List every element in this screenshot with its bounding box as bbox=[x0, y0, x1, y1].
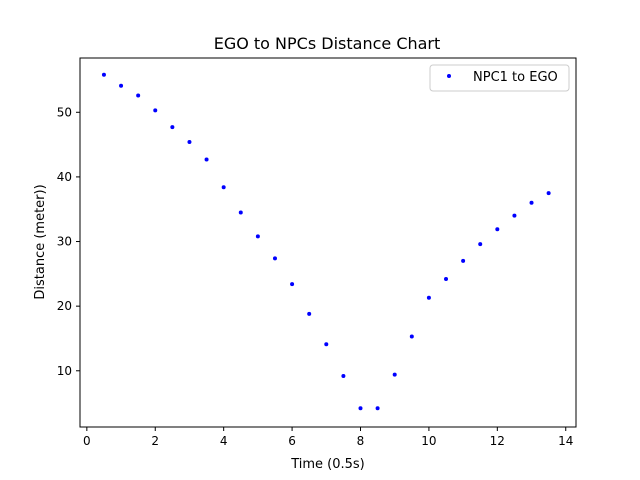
x-tick-label: 2 bbox=[151, 434, 159, 448]
chart-title: EGO to NPCs Distance Chart bbox=[214, 34, 441, 53]
data-point bbox=[392, 372, 397, 377]
y-axis-label: Distance (meter)) bbox=[33, 184, 48, 299]
data-point bbox=[529, 200, 534, 205]
data-point bbox=[204, 157, 209, 162]
data-point bbox=[375, 406, 380, 411]
x-tick-label: 4 bbox=[220, 434, 228, 448]
legend-marker bbox=[447, 74, 451, 78]
data-point bbox=[153, 108, 158, 113]
x-tick-label: 6 bbox=[288, 434, 296, 448]
x-tick-label: 0 bbox=[83, 434, 91, 448]
data-point bbox=[119, 83, 124, 88]
y-tick-label: 50 bbox=[57, 105, 72, 119]
data-point bbox=[495, 227, 500, 232]
legend-entry-npc1: NPC1 to EGO bbox=[473, 70, 558, 85]
data-point bbox=[512, 213, 517, 218]
data-point bbox=[238, 210, 243, 215]
data-point bbox=[461, 258, 466, 263]
legend: NPC1 to EGO bbox=[429, 64, 570, 92]
data-point bbox=[255, 234, 260, 239]
data-point bbox=[546, 191, 551, 196]
data-point bbox=[341, 373, 346, 378]
data-point bbox=[221, 185, 226, 190]
data-point bbox=[272, 256, 277, 261]
data-point bbox=[101, 72, 106, 77]
x-tick-label: 10 bbox=[421, 434, 436, 448]
data-point bbox=[478, 242, 483, 247]
x-tick-label: 14 bbox=[558, 434, 573, 448]
data-point bbox=[290, 282, 295, 287]
y-tick-label: 30 bbox=[57, 235, 72, 249]
y-tick-label: 40 bbox=[57, 170, 72, 184]
data-point bbox=[136, 93, 141, 98]
x-tick-label: 12 bbox=[490, 434, 505, 448]
plot-frame bbox=[79, 57, 577, 428]
data-point bbox=[324, 342, 329, 347]
data-point bbox=[307, 311, 312, 316]
x-axis-label: Time (0.5s) bbox=[290, 457, 365, 472]
data-point bbox=[444, 277, 449, 282]
y-tick-label: 20 bbox=[57, 299, 72, 313]
x-tick-label: 8 bbox=[357, 434, 365, 448]
data-point bbox=[187, 140, 192, 145]
plot-area bbox=[80, 58, 576, 427]
data-point bbox=[170, 125, 175, 130]
y-tick-label: 10 bbox=[57, 364, 72, 378]
data-point bbox=[358, 406, 363, 411]
legend-box bbox=[429, 64, 570, 92]
data-point bbox=[409, 334, 414, 339]
data-point bbox=[426, 295, 431, 300]
